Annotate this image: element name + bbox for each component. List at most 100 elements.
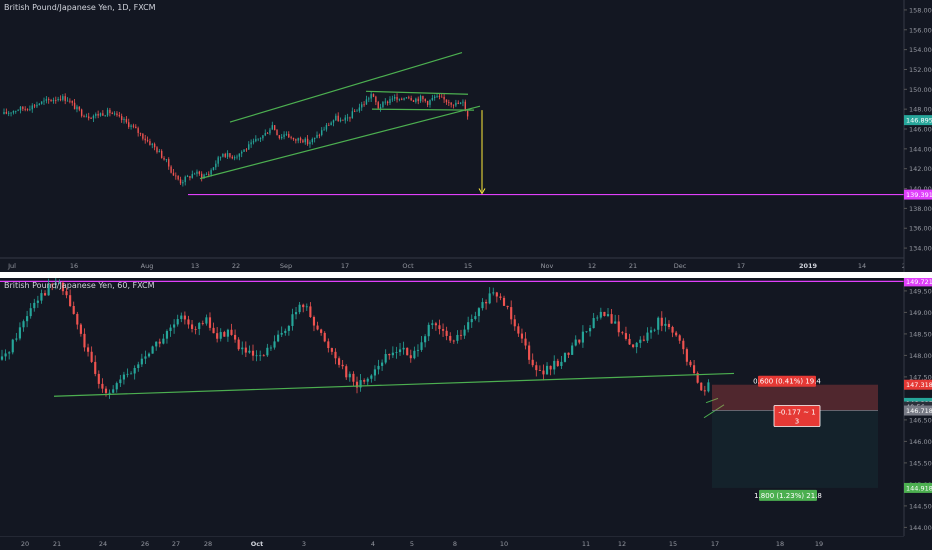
candle (545, 365, 549, 375)
candle (485, 302, 488, 304)
date-tick-label: 13 (191, 262, 199, 270)
candle (450, 102, 452, 105)
candle (48, 99, 50, 101)
candle (297, 138, 299, 141)
candle (646, 332, 649, 341)
candle (463, 329, 466, 336)
candle (426, 100, 429, 105)
candle (660, 317, 663, 326)
candle (510, 307, 513, 320)
candle (281, 136, 283, 139)
date-tick-label: 2019 (799, 262, 818, 270)
candle (499, 296, 502, 298)
price-tag (904, 189, 932, 200)
price-tick-label: 149.000 (909, 309, 932, 317)
candle (170, 166, 172, 173)
candle (92, 115, 95, 119)
candle (137, 364, 140, 369)
candle (62, 96, 64, 100)
candle (429, 99, 431, 105)
price-tick-label: 140.000 (909, 185, 932, 193)
candle (375, 96, 377, 103)
hourly-chart-svg[interactable]: 0.600 (0.41%) 19.4 -0.177 ~ 13 1.800 (1.23… (0, 278, 932, 536)
candle (370, 375, 373, 379)
hourly-chart-panel[interactable]: 0.600 (0.41%) 19.4 -0.177 ~ 1 3 1.800 (1.23… (0, 278, 932, 536)
candle (165, 331, 169, 339)
stop-label-box (758, 375, 816, 387)
candle (334, 351, 337, 359)
candle (567, 352, 570, 355)
date-tick-label: Sep (280, 262, 292, 270)
candle (111, 113, 113, 114)
candle (83, 115, 85, 117)
candle (101, 383, 104, 389)
candle (33, 105, 36, 107)
candle (241, 151, 243, 154)
hourly-time-axis[interactable]: 20 21 24 26 27 28 Oct 3 4 5 8 10 11 12 15 17 18 19 (0, 536, 932, 550)
flag-upper-line (705, 397, 719, 404)
candle (79, 324, 82, 334)
daily-chart-svg[interactable]: Jul 16 Aug 13 22 Sep 17 Oct 15 Nov 12 21 Dec 17 2019 14… (0, 0, 932, 272)
candle (696, 373, 699, 383)
price-tick-label: 144.000 (909, 145, 932, 153)
candle (373, 369, 377, 376)
daily-chart-panel[interactable]: Jul 16 Aug 13 22 Sep 17 Oct 15 Nov 12 21 Dec 17 2019 14… (0, 0, 932, 272)
candle (477, 308, 480, 317)
date-tick-label: 4 (371, 540, 375, 548)
candle (401, 98, 403, 100)
ratio-label-line2: 3 (795, 418, 799, 426)
daily-chart-title: British Pound/Japanese Yen, 1D, FXCM (4, 3, 156, 12)
hourly-chart-title: British Pound/Japanese Yen, 60, FXCM (4, 281, 155, 290)
candle (173, 324, 176, 328)
candle (292, 137, 295, 140)
candle (147, 353, 151, 357)
pane-divider[interactable] (0, 272, 932, 278)
candle (388, 354, 391, 356)
candle (231, 156, 233, 159)
price-tick-label: 144.500 (909, 502, 932, 510)
candle (183, 315, 186, 320)
candle (284, 330, 287, 333)
candle (65, 291, 68, 296)
candle (452, 104, 455, 106)
candle (191, 174, 193, 178)
candle (194, 328, 197, 330)
candle (466, 111, 469, 117)
price-tick-label: 148.500 (909, 330, 932, 338)
candle (273, 125, 276, 131)
candle (416, 349, 420, 351)
candle (700, 382, 703, 391)
candle (560, 361, 563, 366)
candle (328, 125, 330, 126)
candle (122, 374, 125, 380)
candle (52, 100, 55, 102)
candle (219, 332, 222, 339)
candle (682, 340, 685, 350)
ratio-label-line1: -0.177 ~ 1 (778, 409, 815, 417)
candle (386, 101, 389, 104)
price-tick-label: 158.000 (909, 6, 932, 14)
candle (335, 115, 337, 121)
candle (264, 133, 266, 136)
candle (156, 147, 158, 153)
candle (262, 135, 264, 139)
candle (563, 352, 567, 362)
candle (316, 134, 318, 138)
candle (517, 326, 520, 334)
flag-lower-line (703, 404, 725, 419)
candle (675, 332, 678, 336)
candle (162, 338, 165, 344)
date-tick-label: 21 (629, 262, 637, 270)
candle (520, 333, 524, 339)
candle (184, 176, 186, 183)
candle (10, 112, 12, 114)
candle (671, 327, 674, 333)
candle (571, 345, 574, 355)
candle (449, 335, 452, 341)
candle (133, 368, 136, 374)
candle (377, 365, 380, 370)
price-tick-label: 147.500 (909, 373, 932, 381)
price-tick-label: 148.000 (909, 106, 932, 114)
date-tick-label: 15 (464, 262, 472, 270)
candle (542, 370, 545, 375)
